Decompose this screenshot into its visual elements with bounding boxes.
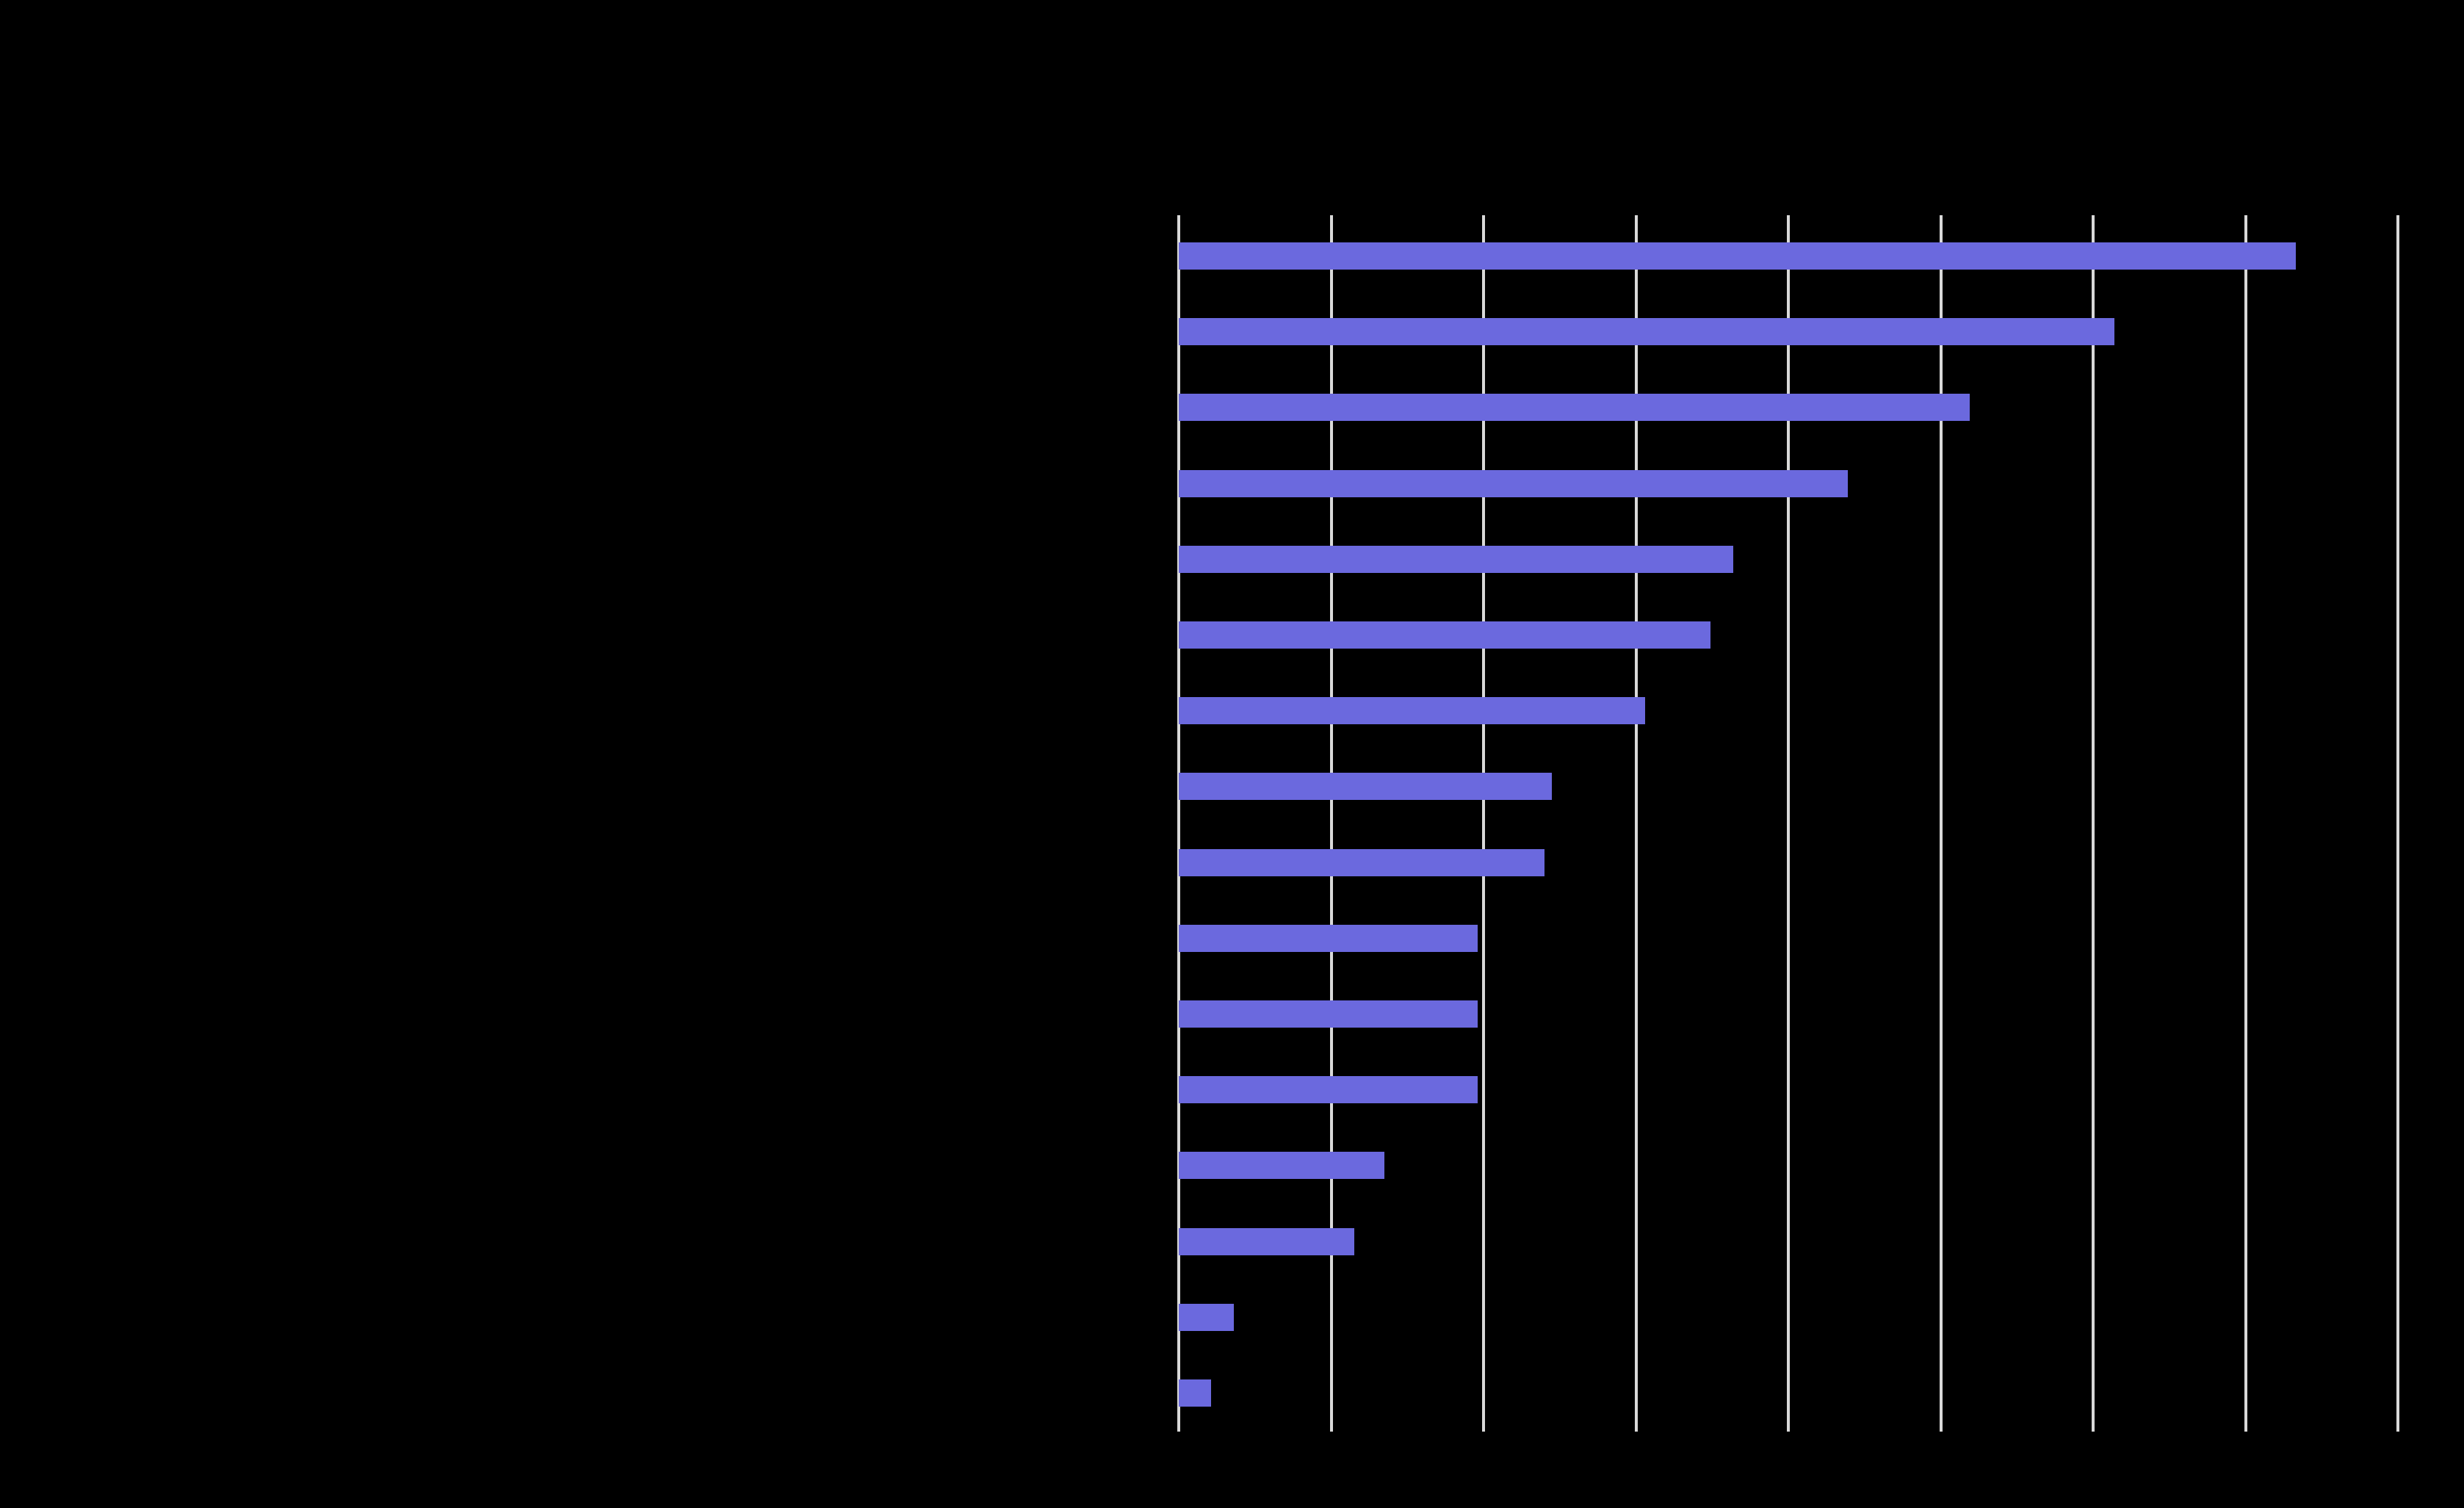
bar: [1179, 773, 1552, 800]
bar: [1179, 1000, 1478, 1028]
bar: [1179, 697, 1645, 724]
bar: [1179, 1379, 1211, 1407]
bar: [1179, 849, 1544, 876]
x-gridline: [1634, 215, 1638, 1432]
bar: [1179, 1076, 1478, 1103]
x-gridline: [1787, 215, 1790, 1432]
bar: [1179, 394, 1970, 421]
bar: [1179, 1152, 1384, 1179]
x-gridline: [1482, 215, 1485, 1432]
x-gridline: [1939, 215, 1943, 1432]
x-gridline: [2092, 215, 2095, 1432]
x-gridline: [2396, 215, 2399, 1432]
bar: [1179, 1304, 1234, 1331]
x-gridline: [1329, 215, 1333, 1432]
bar: [1179, 1228, 1354, 1255]
bar: [1179, 621, 1710, 649]
x-gridline: [1177, 215, 1180, 1432]
bar: [1179, 470, 1848, 497]
bar: [1179, 318, 2114, 345]
bar: [1179, 925, 1478, 952]
bar: [1179, 242, 2296, 270]
x-gridline: [2244, 215, 2247, 1432]
bar: [1179, 546, 1733, 573]
